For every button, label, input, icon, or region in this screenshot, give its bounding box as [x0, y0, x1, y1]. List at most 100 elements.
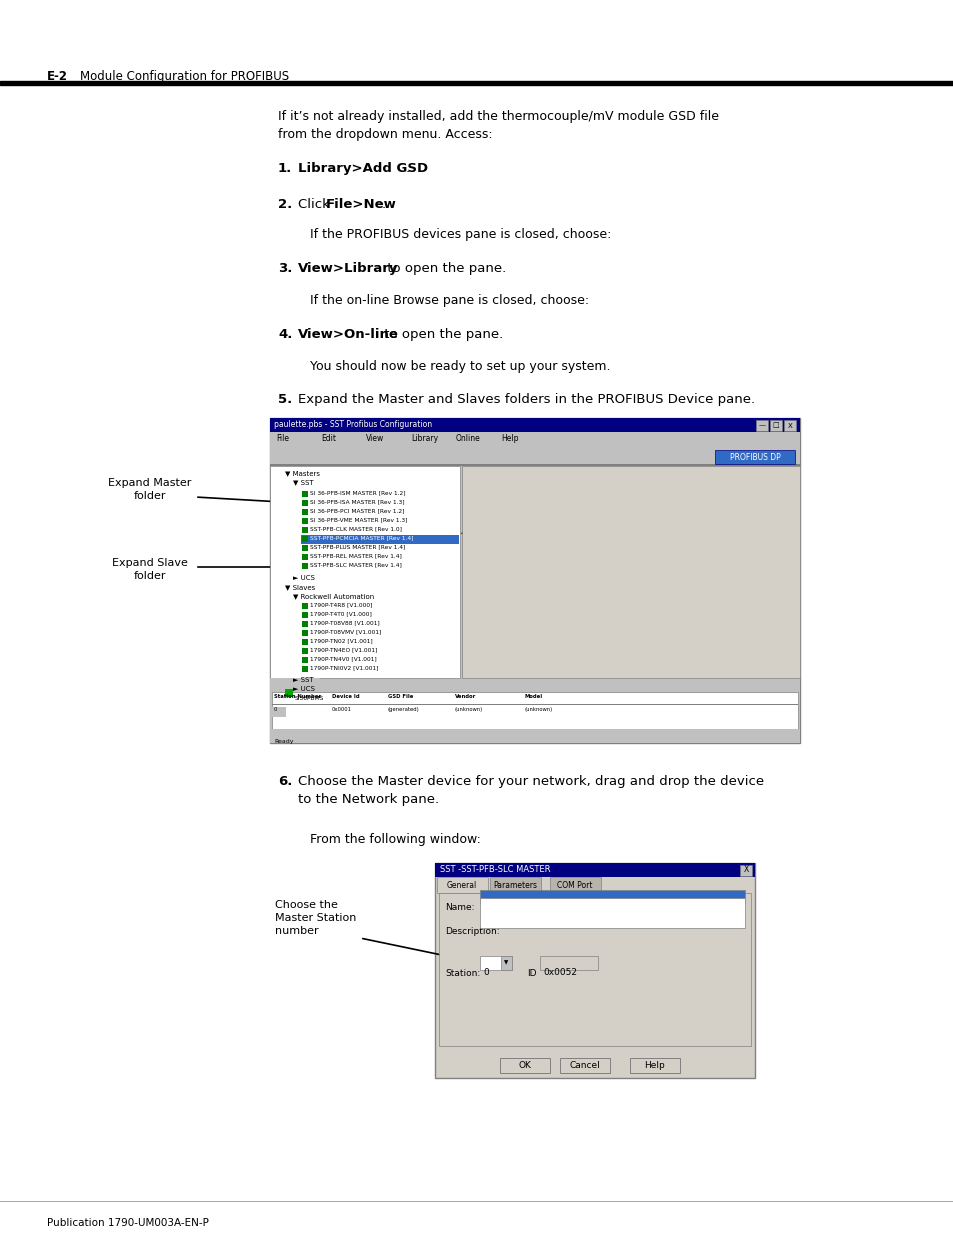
Text: Expand the Master and Slaves folders in the PROFIBUS Device pane.: Expand the Master and Slaves folders in … [297, 393, 755, 406]
Text: General: General [446, 882, 476, 890]
Text: (generated): (generated) [388, 706, 419, 713]
Bar [272, 692, 797, 730]
Text: ID: ID [526, 969, 536, 978]
Bar [479, 956, 512, 969]
Text: Vendor: Vendor [455, 694, 476, 699]
Bar [490, 877, 540, 893]
Bar [270, 466, 459, 678]
Text: 1790P-T08V88 [V1.001]: 1790P-T08V88 [V1.001] [310, 620, 379, 625]
Text: 3.: 3. [277, 262, 292, 275]
Text: Online: Online [456, 433, 480, 443]
Text: File: File [275, 433, 289, 443]
Text: PROFIBUS DP: PROFIBUS DP [729, 452, 780, 462]
Bar [270, 464, 800, 466]
Text: SST-PFB-SLC MASTER [Rev 1.4]: SST-PFB-SLC MASTER [Rev 1.4] [310, 562, 401, 567]
Text: Description:: Description: [444, 927, 499, 936]
Text: Library: Library [411, 433, 437, 443]
Text: Help: Help [500, 433, 518, 443]
Bar [270, 729, 800, 741]
Text: COM Port: COM Port [557, 882, 592, 890]
Text: SI 36-PFB-VME MASTER [Rev 1.3]: SI 36-PFB-VME MASTER [Rev 1.3] [310, 517, 407, 522]
Text: SST -SST-PFB-SLC MASTER: SST -SST-PFB-SLC MASTER [439, 864, 550, 874]
Bar [302, 666, 308, 672]
Bar [755, 420, 767, 431]
Bar [499, 1058, 550, 1073]
Bar [769, 420, 781, 431]
Text: 1.: 1. [277, 162, 292, 175]
Text: 0: 0 [274, 706, 277, 713]
Text: Library>Add GSD: Library>Add GSD [297, 162, 428, 175]
Bar [302, 638, 308, 645]
Text: to open the pane.: to open the pane. [382, 262, 506, 275]
Text: Help: Help [644, 1061, 664, 1070]
Text: Station Number: Station Number [274, 694, 321, 699]
Text: Name:: Name: [444, 903, 474, 911]
Text: Model: Model [524, 694, 542, 699]
Text: X: X [742, 866, 748, 874]
Text: 1790P-TN4EO [V1.001]: 1790P-TN4EO [V1.001] [310, 647, 377, 652]
Text: SST-PFB-SLC-MASTER: SST-PFB-SLC-MASTER [482, 902, 579, 911]
Text: Choose Master for your
network, drag and drop to
Network pane.: Choose Master for your network, drag and… [579, 472, 725, 509]
Text: View>On-line: View>On-line [297, 329, 398, 341]
Bar [302, 500, 308, 506]
Bar [559, 1058, 609, 1073]
Bar [302, 555, 308, 559]
Text: SST-PFB-CLK MASTER [Rev 1.0]: SST-PFB-CLK MASTER [Rev 1.0] [310, 526, 401, 531]
Text: Click: Click [297, 198, 334, 211]
Bar [302, 509, 308, 515]
Bar [270, 678, 800, 743]
Text: paulette.pbs - SST Profibus Configuration: paulette.pbs - SST Profibus Configuratio… [274, 420, 432, 429]
Text: ▼: ▼ [503, 961, 508, 966]
Text: GSD File: GSD File [388, 694, 413, 699]
Text: View: View [366, 433, 384, 443]
Text: 2.: 2. [277, 198, 292, 211]
Bar [301, 535, 458, 543]
Text: □: □ [772, 422, 779, 429]
Text: Choose the
Master Station
number: Choose the Master Station number [274, 900, 356, 936]
Bar [783, 420, 795, 431]
Bar [438, 893, 750, 1046]
Text: Expand Slave
folder: Expand Slave folder [112, 558, 188, 582]
Bar [629, 1058, 679, 1073]
Bar [302, 527, 308, 534]
Bar [270, 417, 800, 432]
Bar [479, 890, 744, 904]
Text: 1790P-T08VMV [V1.001]: 1790P-T08VMV [V1.001] [310, 629, 381, 634]
Text: SST-PFB-REL MASTER [Rev 1.4]: SST-PFB-REL MASTER [Rev 1.4] [310, 553, 401, 558]
Text: 0x0001: 0x0001 [332, 706, 352, 713]
Bar [270, 678, 319, 690]
Text: Expand Master
folder: Expand Master folder [109, 478, 192, 501]
Text: OK: OK [518, 1061, 531, 1070]
Text: ▼ SST: ▼ SST [293, 479, 314, 485]
Text: SST-PFB-PLUS MASTER [Rev 1.4]: SST-PFB-PLUS MASTER [Rev 1.4] [310, 543, 405, 550]
Bar [550, 877, 600, 893]
Bar [302, 517, 308, 524]
Bar [302, 630, 308, 636]
Bar [302, 563, 308, 569]
Text: ▼ Slaves: ▼ Slaves [285, 584, 314, 590]
Text: If the on-line Browse pane is closed, choose:: If the on-line Browse pane is closed, ch… [310, 294, 589, 308]
Bar [302, 492, 308, 496]
Text: From the following window:: From the following window: [310, 832, 480, 846]
Text: E-2: E-2 [47, 70, 68, 83]
Text: SST-PFB-PCMCIA MASTER [Rev 1.4]: SST-PFB-PCMCIA MASTER [Rev 1.4] [310, 535, 413, 540]
Bar [272, 706, 286, 718]
Bar [302, 545, 308, 551]
Bar [302, 657, 308, 663]
Bar [436, 877, 488, 893]
Text: Module Configuration for PROFIBUS: Module Configuration for PROFIBUS [80, 70, 289, 83]
Text: 5.: 5. [277, 393, 292, 406]
Text: 4.: 4. [277, 329, 292, 341]
Text: .: . [406, 162, 410, 175]
Bar [714, 450, 794, 464]
Text: 1790P-T4R8 [V1.000]: 1790P-T4R8 [V1.000] [310, 601, 372, 606]
Text: —: — [758, 422, 764, 429]
Text: Ready: Ready [274, 739, 294, 743]
Bar [302, 603, 308, 609]
Text: Cancel: Cancel [569, 1061, 599, 1070]
Bar [302, 621, 308, 627]
Text: SI 36-PFB-ISA MASTER [Rev 1.3]: SI 36-PFB-ISA MASTER [Rev 1.3] [310, 499, 404, 504]
Bar [500, 956, 512, 969]
Text: SI 36-PFB-PCI MASTER [Rev 1.2]: SI 36-PFB-PCI MASTER [Rev 1.2] [310, 508, 404, 513]
Text: Choose the Master device for your network, drag and drop the device
to the Netwo: Choose the Master device for your networ… [297, 776, 763, 806]
